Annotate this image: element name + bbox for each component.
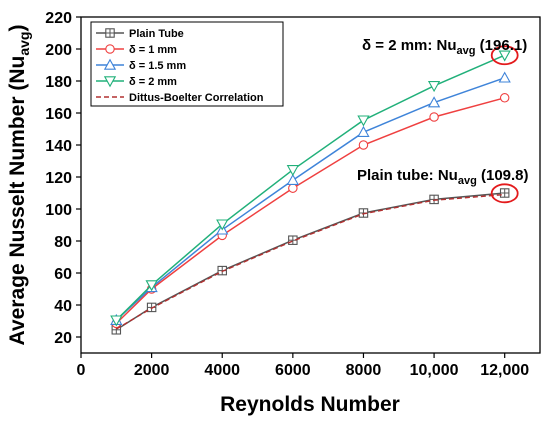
x-tick-label: 2000 (134, 362, 170, 379)
data-point (429, 112, 439, 122)
data-point (427, 81, 441, 93)
y-axis-ticks: 20 40 60 80 100 120 140 160 180 200 220 (45, 10, 81, 347)
x-tick-label: 8000 (346, 362, 382, 379)
legend-item-delta-1-mm: δ = 1 mm (96, 44, 177, 56)
legend-label: δ = 1 mm (129, 44, 177, 56)
x-tick-label: 4000 (204, 362, 240, 379)
y-tick-label: 220 (45, 10, 72, 27)
legend-label: Plain Tube (129, 28, 184, 40)
annotation-text: δ = 2 mm: Nuavg (196.1) (362, 37, 527, 57)
legend-marker (105, 44, 115, 54)
x-axis-title: Reynolds Number (220, 393, 400, 416)
highlight-ellipse (490, 45, 519, 66)
data-point (427, 96, 441, 108)
data-point (498, 71, 511, 83)
annotation-subscript: avg (457, 45, 476, 57)
x-tick-label: 6000 (275, 362, 311, 379)
data-point (358, 140, 369, 150)
data-point (216, 219, 229, 231)
highlight-ellipse (490, 183, 519, 204)
legend: Plain Tube δ = 1 mm δ = 1.5 mm δ = 2 mm Ditt… (90, 21, 284, 107)
annotation-main: δ = 2 mm: Nu (362, 37, 457, 54)
x-tick-label: 12,000 (480, 362, 529, 379)
data-point (110, 315, 123, 327)
y-tick-label: 200 (45, 42, 72, 59)
legend-box (90, 21, 284, 107)
x-axis-ticks: 0 2000 4000 6000 8000 10,000 12,000 (77, 353, 529, 379)
annotation-1: Plain tube: Nuavg (109.8) (357, 167, 529, 204)
data-point (499, 188, 510, 198)
y-tick-label: 140 (45, 138, 72, 155)
y-axis-title: Average Nusselt Number (Nuavg) (6, 25, 32, 346)
plot-frame (80, 16, 541, 354)
y-tick-label: 80 (54, 234, 72, 251)
legend-marker (103, 58, 117, 70)
y-tick-label: 100 (45, 202, 72, 219)
series-line (115, 97, 505, 324)
data-point (286, 165, 299, 177)
x-tick-label: 10,000 (410, 362, 459, 379)
series-delta-1-mm (111, 93, 510, 329)
annotation-main: Plain tube: Nu (357, 167, 458, 184)
annotation-text: Plain tube: Nuavg (109.8) (357, 167, 529, 187)
legend-label: δ = 1.5 mm (129, 60, 186, 72)
y-tick-label: 120 (45, 170, 72, 187)
data-point (357, 115, 370, 127)
annotation-subscript: avg (458, 175, 477, 187)
series-dittus-boelter-correlation (115, 193, 505, 330)
series-layer (110, 50, 511, 335)
legend-marker (105, 28, 115, 38)
legend-item-delta-2-mm: δ = 2 mm (96, 76, 177, 88)
data-point (357, 125, 370, 137)
legend-item-dittus-boelter-correlation: Dittus-Boelter Correlation (96, 92, 264, 104)
y-axis-title-main: Average Nusselt Number (Nu (6, 56, 29, 346)
y-tick-label: 160 (45, 106, 72, 123)
y-tick-label: 40 (54, 298, 72, 315)
legend-label: δ = 2 mm (129, 76, 177, 88)
data-point (498, 50, 511, 62)
annotation-layer: δ = 2 mm: Nuavg (196.1)Plain tube: Nuavg… (357, 37, 529, 204)
legend-item-plain-tube: Plain Tube (96, 28, 184, 40)
annotation-0: δ = 2 mm: Nuavg (196.1) (362, 37, 527, 66)
legend-label: Dittus-Boelter Correlation (129, 92, 264, 104)
data-point (288, 183, 298, 193)
data-point (286, 173, 299, 185)
x-tick-label: 0 (77, 362, 86, 379)
legend-item-delta-1-5-mm: δ = 1.5 mm (96, 58, 186, 72)
y-tick-label: 60 (54, 266, 72, 283)
series-line (115, 193, 505, 330)
y-tick-label: 20 (54, 330, 72, 347)
annotation-value: (196.1) (476, 37, 528, 54)
series-plain-tube (111, 188, 510, 335)
data-point (145, 280, 158, 292)
y-axis-title-suffix: ) (6, 25, 29, 32)
data-point (499, 93, 510, 103)
y-axis-title-subscript: avg (16, 32, 32, 56)
annotation-value: (109.8) (477, 167, 529, 184)
y-tick-label: 180 (45, 74, 72, 91)
series-line (115, 192, 505, 331)
legend-marker (103, 76, 117, 88)
series-delta-2-mm (110, 50, 511, 327)
